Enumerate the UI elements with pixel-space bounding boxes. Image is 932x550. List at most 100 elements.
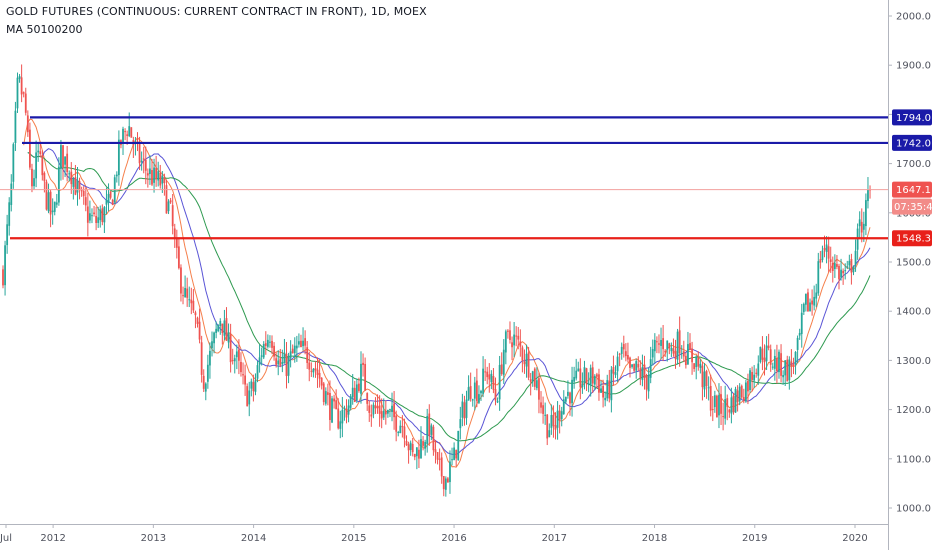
candle bbox=[312, 367, 315, 378]
candle bbox=[798, 328, 801, 340]
candle bbox=[438, 448, 441, 471]
candle bbox=[500, 352, 503, 376]
candle bbox=[490, 370, 493, 390]
candle bbox=[763, 344, 766, 376]
price-tick-label: 1100.0 bbox=[896, 454, 931, 465]
candle bbox=[693, 363, 696, 372]
candle bbox=[488, 363, 491, 393]
candle bbox=[331, 395, 333, 424]
candle bbox=[521, 345, 524, 373]
candle bbox=[535, 367, 538, 391]
candle bbox=[289, 340, 292, 368]
candle bbox=[854, 239, 857, 272]
candle bbox=[293, 337, 296, 363]
candle bbox=[115, 171, 118, 183]
candle bbox=[804, 293, 807, 312]
candle bbox=[502, 339, 505, 384]
candle bbox=[103, 206, 106, 234]
candle bbox=[202, 369, 205, 392]
svg-text:1647.1: 1647.1 bbox=[896, 185, 931, 196]
candle bbox=[765, 336, 768, 370]
candle bbox=[140, 151, 143, 171]
candle bbox=[300, 334, 302, 348]
candle bbox=[751, 366, 753, 392]
candle bbox=[827, 236, 830, 273]
candle bbox=[807, 288, 809, 312]
candle bbox=[703, 363, 706, 398]
candle bbox=[225, 307, 228, 341]
candle bbox=[372, 402, 375, 419]
candle bbox=[533, 367, 536, 391]
candle bbox=[188, 286, 191, 308]
candle bbox=[726, 394, 729, 421]
candle bbox=[335, 389, 338, 410]
candle bbox=[550, 404, 553, 435]
candle bbox=[209, 342, 211, 379]
candle bbox=[848, 254, 851, 270]
candle bbox=[124, 128, 126, 141]
candle bbox=[560, 406, 563, 427]
candle bbox=[304, 330, 307, 355]
svg-text:1794.0: 1794.0 bbox=[896, 113, 931, 124]
candle bbox=[583, 360, 586, 390]
svg-text:1742.0: 1742.0 bbox=[896, 138, 931, 149]
candle bbox=[159, 164, 162, 189]
candle bbox=[639, 360, 642, 386]
candle bbox=[360, 351, 362, 404]
candle bbox=[701, 361, 704, 401]
candle bbox=[840, 258, 842, 281]
candle bbox=[815, 283, 818, 308]
candle bbox=[399, 420, 402, 434]
candle bbox=[248, 381, 251, 417]
candle bbox=[507, 329, 509, 339]
indicator-legend[interactable]: MA 50100200 bbox=[6, 23, 83, 36]
candle bbox=[107, 183, 110, 212]
candle bbox=[370, 404, 373, 427]
candle bbox=[794, 351, 797, 375]
candle bbox=[660, 327, 662, 360]
candle bbox=[525, 344, 528, 378]
candle bbox=[177, 238, 180, 270]
candle bbox=[771, 362, 774, 370]
candle bbox=[167, 199, 170, 215]
candle bbox=[829, 246, 832, 273]
candle bbox=[442, 476, 445, 497]
candle bbox=[744, 379, 747, 403]
candle bbox=[18, 74, 21, 83]
time-tick-label: 2019 bbox=[742, 533, 767, 544]
candle bbox=[163, 173, 166, 196]
candle bbox=[761, 336, 764, 371]
candle bbox=[66, 145, 69, 182]
price-tick-label: 1200.0 bbox=[896, 405, 931, 416]
candle bbox=[637, 356, 640, 372]
candle bbox=[144, 146, 147, 185]
candle bbox=[699, 359, 702, 374]
candle bbox=[589, 364, 592, 397]
candle bbox=[242, 362, 244, 385]
time-tick-label: Jul bbox=[0, 533, 12, 544]
candle bbox=[366, 392, 369, 411]
candle bbox=[353, 380, 356, 403]
candle bbox=[213, 331, 215, 354]
candle bbox=[819, 250, 822, 269]
candle bbox=[486, 366, 489, 385]
candle bbox=[190, 287, 193, 315]
candle bbox=[792, 357, 795, 375]
candle bbox=[95, 206, 98, 231]
candle bbox=[678, 316, 681, 367]
candle bbox=[616, 351, 619, 383]
candle bbox=[333, 394, 335, 409]
candle bbox=[484, 359, 487, 381]
candle bbox=[689, 333, 691, 351]
candle bbox=[128, 112, 131, 138]
candle bbox=[494, 377, 497, 406]
candle bbox=[711, 395, 714, 422]
candle bbox=[285, 342, 288, 389]
candle bbox=[643, 355, 646, 390]
candle bbox=[329, 380, 331, 431]
candle bbox=[401, 415, 404, 438]
candle bbox=[620, 342, 623, 360]
candle bbox=[258, 344, 261, 373]
candle bbox=[378, 395, 381, 427]
